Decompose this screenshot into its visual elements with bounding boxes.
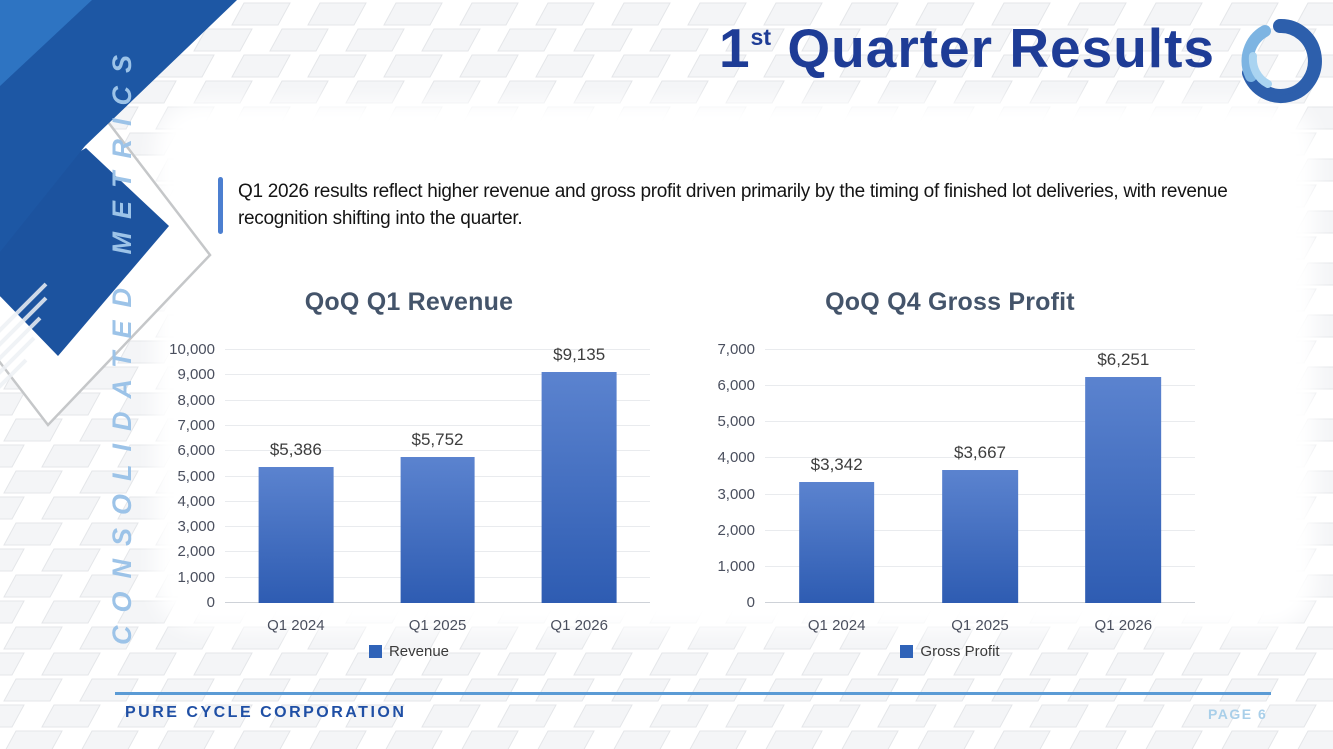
y-tick-label: 6,000 [177, 442, 215, 460]
bar-q1-2026 [541, 371, 617, 603]
y-tick-label: 0 [746, 594, 755, 611]
y-tick-label: 10,000 [169, 341, 215, 358]
x-category-label: Q1 2025 [408, 616, 467, 634]
revenue-chart: QoQ Q1 Revenue 10,000 9,000 8,000 7,000 6,000… [168, 288, 650, 660]
legend-label: Revenue [388, 643, 450, 660]
x-axis-labels: Q1 2024 Q1 2025 Q1 2026 [225, 603, 650, 641]
x-axis-labels: Q1 2024 Q1 2025 Q1 2026 [765, 603, 1195, 641]
bar-q1-2025 [942, 470, 1018, 603]
bar-value-label: $3,342 [810, 455, 863, 475]
title-number: 1 [718, 17, 751, 79]
gridline [225, 374, 650, 376]
bar-q1-2026 [1085, 377, 1162, 603]
gross-profit-chart: QoQ Q4 Gross Profit 7,000 6,000 5,000 4,000 3… [705, 288, 1195, 660]
footer-company-name: PURE CYCLE CORPORATION [125, 704, 407, 721]
bar-q1-2024 [258, 466, 334, 603]
y-tick-label: 2,000 [717, 521, 755, 539]
y-axis: 10,000 9,000 8,000 7,000 6,000 5,000 4,000 3,00… [168, 341, 225, 611]
legend-swatch [900, 645, 914, 658]
x-category-label: Q1 2024 [267, 616, 325, 634]
gridline [225, 450, 650, 452]
company-logo-icon [1238, 18, 1322, 106]
y-tick-label: 5,000 [177, 467, 215, 485]
title-ordinal: st [750, 24, 772, 51]
bar-q1-2025 [400, 457, 475, 603]
x-category-label: Q1 2026 [550, 616, 608, 634]
bar-value-label: $5,752 [411, 430, 464, 450]
chart-legend: Revenue [168, 643, 650, 660]
y-tick-label: 2,000 [177, 543, 215, 561]
sidebar-decoration [0, 0, 237, 427]
y-tick-label: 1,000 [177, 568, 215, 586]
y-tick-label: 7,000 [717, 341, 755, 358]
footer-divider [115, 692, 1271, 695]
sidebar-section-label: CONSOLIDATED METRICS [107, 42, 137, 645]
decor-navy-triangle [0, 0, 237, 252]
gridline [225, 424, 650, 426]
y-tick-label: 9,000 [177, 366, 215, 384]
chart-plot-area: 7,000 6,000 5,000 4,000 3,000 2,000 1,000 0 $3,3… [705, 341, 1195, 611]
x-category-label: Q1 2026 [1094, 616, 1153, 634]
gridline [225, 349, 650, 350]
y-tick-label: 3,000 [717, 485, 755, 503]
gridline [765, 421, 1195, 423]
y-axis: 7,000 6,000 5,000 4,000 3,000 2,000 1,000 0 [705, 341, 765, 611]
chart-title: QoQ Q1 Revenue [304, 288, 514, 316]
bar-value-label: $5,386 [269, 439, 322, 459]
y-tick-label: 7,000 [177, 416, 215, 434]
slide-title: 1st Quarter Results [719, 16, 1215, 80]
y-tick-label: 6,000 [717, 377, 755, 395]
y-tick-label: 5,000 [717, 413, 755, 431]
chart-legend: Gross Profit [705, 643, 1195, 660]
gridline [225, 399, 650, 401]
y-tick-label: 0 [206, 594, 215, 611]
y-tick-label: 4,000 [177, 492, 215, 510]
gridline [765, 349, 1195, 350]
plot: $3,342 $3,667 $6,251 [765, 349, 1195, 603]
plot: $5,386 $5,752 $9,135 [225, 345, 650, 603]
y-tick-label: 8,000 [177, 391, 215, 409]
x-category-label: Q1 2025 [951, 616, 1009, 634]
chart-plot-area: 10,000 9,000 8,000 7,000 6,000 5,000 4,000 3,00… [168, 341, 650, 611]
summary-callout: Q1 2026 results reflect higher revenue a… [218, 177, 1258, 235]
y-tick-label: 4,000 [717, 449, 755, 467]
y-tick-label: 3,000 [177, 518, 215, 536]
callout-accent-bar [218, 177, 223, 235]
decor-light-triangle [0, 0, 92, 86]
x-category-label: Q1 2024 [807, 616, 866, 634]
gridline [765, 457, 1195, 459]
callout-text: Q1 2026 results reflect higher revenue a… [238, 181, 1228, 229]
footer-page-number: PAGE 6 [1208, 706, 1268, 722]
bar-q1-2024 [798, 482, 875, 603]
bar-value-label: $9,135 [553, 344, 606, 364]
legend-label: Gross Profit [920, 643, 1000, 660]
legend-swatch [368, 645, 382, 658]
bar-value-label: $6,251 [1097, 350, 1150, 370]
title-text: Quarter Results [771, 17, 1215, 79]
gridline [765, 385, 1195, 387]
y-tick-label: 1,000 [717, 557, 755, 575]
bar-value-label: $3,667 [954, 443, 1006, 463]
chart-title: QoQ Q4 Gross Profit [825, 288, 1075, 316]
